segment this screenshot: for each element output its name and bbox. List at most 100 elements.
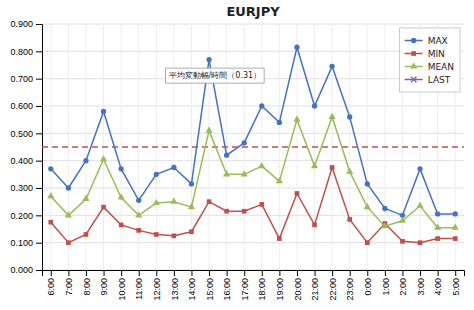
series-marker	[277, 120, 282, 125]
x-tick-mark	[139, 270, 140, 276]
x-tick: 4:00	[433, 270, 443, 296]
x-axis-line	[43, 271, 465, 277]
y-tick: 0.300	[10, 183, 42, 193]
x-tick-label: 19:00	[275, 278, 285, 301]
y-tick-mark	[36, 243, 42, 244]
x-tick-mark	[262, 270, 263, 276]
y-tick-mark	[36, 24, 42, 25]
legend-marker	[411, 38, 416, 43]
x-tick-mark	[315, 270, 316, 276]
x-tick: 11:00	[134, 270, 144, 300]
series-marker	[365, 240, 370, 245]
x-tick: 5:00	[451, 270, 461, 296]
series-marker	[347, 217, 352, 222]
plot: 0.0000.1000.2000.3000.4000.5000.6000.700…	[10, 19, 464, 300]
grid	[42, 24, 464, 270]
y-axis: 0.0000.1000.2000.3000.4000.5000.6000.700…	[10, 19, 42, 275]
x-tick: 2:00	[398, 270, 408, 296]
x-grid-line	[138, 24, 139, 270]
x-tick-mark	[209, 270, 210, 276]
series-marker	[241, 170, 248, 176]
series-marker	[330, 165, 335, 170]
series-marker	[295, 191, 300, 196]
series-marker	[118, 193, 125, 199]
series-marker	[259, 103, 264, 108]
series-marker	[66, 185, 71, 190]
x-tick-mark	[68, 270, 69, 276]
series-marker	[329, 113, 336, 119]
x-tick: 14:00	[187, 270, 197, 301]
series-marker	[205, 126, 212, 132]
y-tick: 0.500	[10, 129, 42, 139]
x-tick-mark	[385, 270, 386, 276]
series-marker	[83, 158, 88, 163]
x-grid-line	[121, 24, 122, 270]
x-tick-mark	[350, 270, 351, 276]
x-tick: 23:00	[345, 270, 355, 301]
x-tick-label: 0:00	[363, 278, 373, 296]
series-marker	[48, 166, 53, 171]
series-marker	[206, 57, 211, 62]
series-marker	[224, 209, 229, 214]
legend-label: MEAN	[428, 62, 454, 72]
x-tick-label: 9:00	[99, 278, 109, 296]
x-tick-mark	[332, 270, 333, 276]
y-tick: 0.100	[10, 238, 42, 248]
series-marker	[435, 211, 440, 216]
series-line	[51, 168, 455, 243]
series-marker	[188, 203, 195, 209]
series-marker	[293, 116, 300, 122]
x-tick: 15:00	[205, 270, 215, 301]
annotation-text: 平均変動幅/時間（0.31）	[169, 71, 262, 80]
x-tick-mark	[174, 270, 175, 276]
series-marker	[329, 64, 334, 69]
series-marker	[153, 199, 160, 205]
series-marker	[47, 192, 54, 198]
y-tick-mark	[36, 79, 42, 80]
x-tick-label: 4:00	[433, 278, 443, 296]
series-marker	[101, 109, 106, 114]
series-marker	[382, 206, 387, 211]
x-tick-mark	[438, 270, 439, 276]
x-grid-line	[50, 24, 51, 270]
x-tick-label: 7:00	[64, 278, 74, 296]
series-marker	[346, 167, 353, 173]
title: EURJPY	[226, 4, 280, 19]
x-tick: 19:00	[275, 270, 285, 301]
series-marker	[347, 114, 352, 119]
series-marker	[312, 103, 317, 108]
y-grid-line	[42, 133, 464, 134]
legend-marker	[410, 62, 417, 68]
series-marker	[170, 198, 177, 204]
x-tick-mark	[121, 270, 122, 276]
x-tick: 9:00	[99, 270, 109, 296]
series-marker	[312, 223, 317, 228]
x-tick: 1:00	[381, 270, 391, 296]
x-tick: 3:00	[416, 270, 426, 296]
series-marker	[416, 202, 423, 208]
series-marker	[65, 211, 72, 217]
series-marker	[434, 224, 441, 230]
series-marker	[172, 233, 177, 238]
y-tick: 0.700	[10, 74, 42, 84]
legend-label: MAX	[428, 36, 448, 46]
y-tick-mark	[36, 188, 42, 189]
x-tick-label: 2:00	[398, 278, 408, 296]
x-tick: 10:00	[117, 270, 127, 301]
legend-label: MIN	[428, 49, 445, 59]
y-tick: 0.900	[10, 19, 42, 29]
series-marker	[418, 240, 423, 245]
y-tick-label: 0.100	[10, 238, 33, 248]
series-marker	[223, 170, 230, 176]
y-tick-mark	[36, 215, 42, 216]
series-marker	[259, 202, 264, 207]
series-marker	[364, 203, 371, 209]
x-tick-label: 6:00	[46, 278, 56, 296]
reference-line	[42, 146, 464, 148]
series-marker	[189, 181, 194, 186]
x-tick-mark	[227, 270, 228, 276]
y-tick-label: 0.600	[10, 101, 33, 111]
series-marker	[118, 166, 123, 171]
chart: 0.0000.1000.2000.3000.4000.5000.6000.700…	[0, 0, 474, 310]
x-tick-label: 16:00	[222, 278, 232, 301]
